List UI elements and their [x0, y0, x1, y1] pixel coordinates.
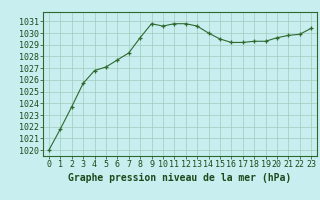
X-axis label: Graphe pression niveau de la mer (hPa): Graphe pression niveau de la mer (hPa) [68, 173, 292, 183]
